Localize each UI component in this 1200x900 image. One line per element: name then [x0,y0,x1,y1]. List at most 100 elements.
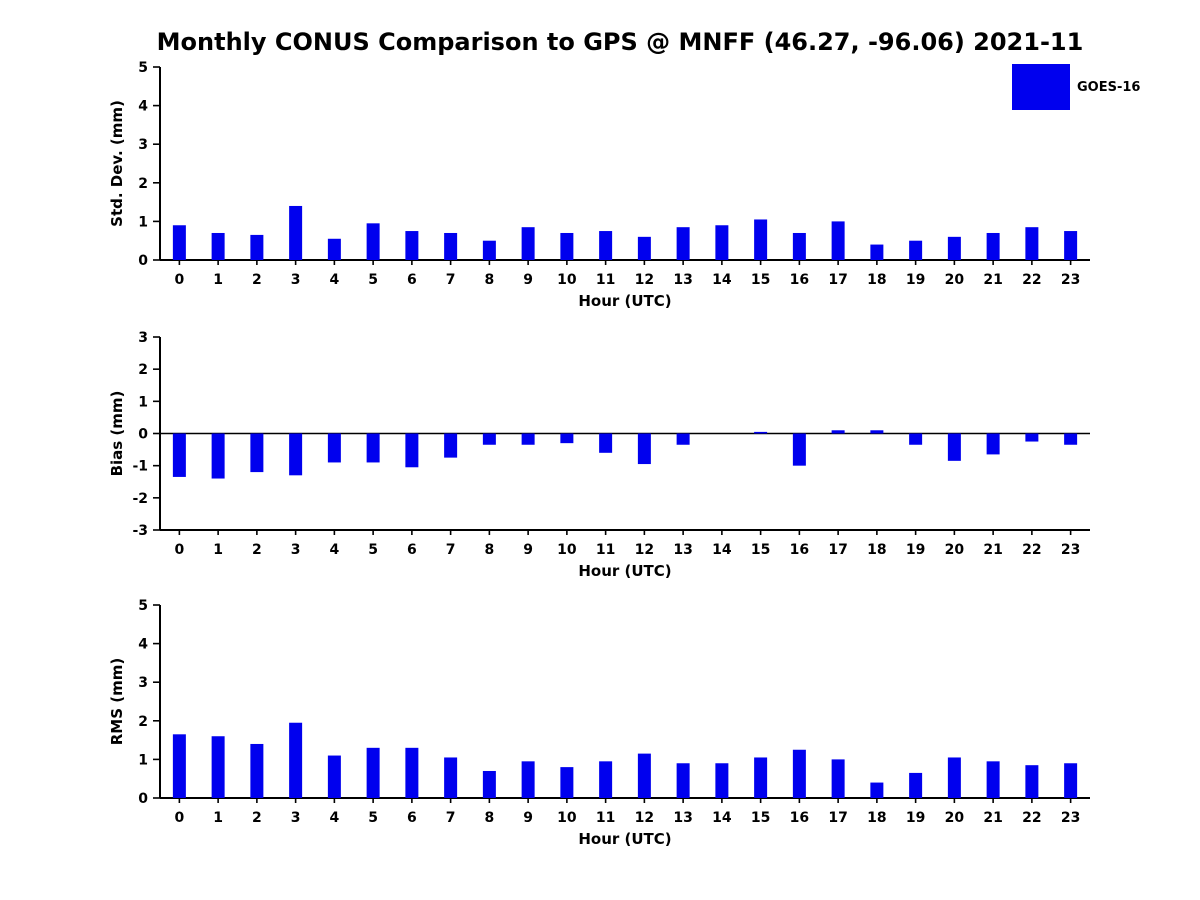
x-tick-label: 13 [673,810,692,826]
bar-hour-4 [327,755,341,798]
legend-swatch-goes16 [1012,64,1070,110]
x-tick-label: 14 [712,272,732,288]
bar-hour-10 [560,433,574,444]
x-tick-label: 19 [906,810,925,826]
bar-hour-7 [444,232,458,260]
y-tick-label: -2 [132,491,148,507]
y-tick-label: 0 [138,253,148,269]
x-tick-label: 23 [1061,272,1080,288]
bar-hour-21 [986,433,1000,455]
x-tick-label: 15 [751,542,770,558]
bar-hour-16 [792,232,806,260]
x-tick-label: 20 [945,272,965,288]
bar-hour-0 [172,433,186,477]
x-tick-label: 18 [867,810,886,826]
y-axis-label: RMS (mm) [108,658,126,745]
x-tick-label: 1 [213,810,223,826]
bar-hour-0 [172,225,186,260]
bar-hour-8 [482,433,496,445]
bar-hour-6 [405,747,419,798]
x-tick-label: 10 [557,810,577,826]
bar-hour-11 [599,231,613,260]
bar-hour-7 [444,433,458,458]
y-tick-label: 2 [138,176,148,192]
x-tick-label: 6 [407,542,417,558]
x-tick-label: 9 [523,810,533,826]
bar-hour-1 [211,433,225,479]
x-tick-label: 8 [485,810,495,826]
bar-hour-14 [715,225,729,260]
bar-hour-19 [909,433,923,445]
bar-hour-20 [947,757,961,798]
x-tick-label: 20 [945,810,965,826]
y-tick-label: 0 [138,791,148,807]
x-tick-label: 6 [407,810,417,826]
x-tick-label: 23 [1061,810,1080,826]
x-tick-label: 16 [790,542,809,558]
x-tick-label: 12 [635,272,654,288]
x-tick-label: 8 [485,272,495,288]
y-tick-label: 5 [138,60,148,76]
y-tick-label: 1 [138,214,148,230]
x-tick-label: 12 [635,542,654,558]
bar-hour-18 [870,782,884,798]
x-tick-label: 4 [330,542,340,558]
y-tick-label: 1 [138,752,148,768]
bar-hour-2 [250,743,264,798]
bar-hour-22 [1025,765,1039,798]
bar-hour-11 [599,433,613,453]
x-tick-label: 11 [596,810,615,826]
x-tick-label: 11 [596,272,615,288]
bar-hour-16 [792,433,806,466]
bar-hour-8 [482,240,496,260]
y-tick-label: 4 [138,637,148,653]
y-tick-label: 3 [138,675,148,691]
x-tick-label: 15 [751,810,770,826]
bar-hour-13 [676,763,690,798]
x-tick-label: 5 [368,542,378,558]
bar-hour-5 [366,223,380,260]
bar-hour-4 [327,433,341,463]
bar-hour-8 [482,770,496,798]
y-tick-label: 3 [138,330,148,346]
bar-hour-3 [289,205,303,260]
bar-hour-17 [831,759,845,798]
x-tick-label: 20 [945,542,965,558]
x-tick-label: 21 [983,272,1002,288]
x-tick-label: 0 [175,272,185,288]
x-tick-label: 19 [906,542,925,558]
bar-hour-18 [870,244,884,260]
bar-hour-12 [637,433,651,465]
x-tick-label: 2 [252,810,262,826]
x-tick-label: 4 [330,810,340,826]
bar-hour-6 [405,231,419,260]
legend-label: GOES-16 [1077,79,1141,95]
bar-hour-17 [831,430,845,434]
y-axis-label: Bias (mm) [108,391,126,477]
x-tick-label: 3 [291,810,301,826]
bar-hour-4 [327,238,341,260]
bar-hour-23 [1064,231,1078,260]
x-tick-label: 18 [867,272,886,288]
x-tick-label: 1 [213,272,223,288]
y-tick-label: 3 [138,137,148,153]
y-tick-label: -3 [132,523,148,539]
y-tick-label: -1 [132,459,148,475]
bar-hour-6 [405,433,419,468]
bar-hour-12 [637,753,651,798]
chart-title: Monthly CONUS Comparison to GPS @ MNFF (… [156,28,1084,56]
bar-hour-11 [599,761,613,798]
x-tick-label: 7 [446,810,456,826]
bar-hour-19 [909,240,923,260]
bar-hour-0 [172,734,186,798]
bar-hour-20 [947,433,961,461]
x-tick-label: 18 [867,542,886,558]
bar-hour-22 [1025,227,1039,260]
x-tick-label: 4 [330,272,340,288]
x-tick-label: 22 [1022,810,1041,826]
bar-hour-21 [986,761,1000,798]
bar-hour-13 [676,227,690,260]
